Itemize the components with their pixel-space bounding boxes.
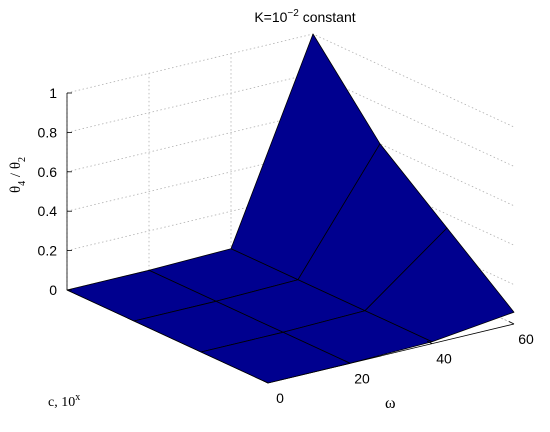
- z-tick-label: 1: [49, 85, 57, 101]
- z-tick-label: 0: [49, 282, 57, 298]
- tick-mark: [426, 340, 433, 345]
- tick-mark: [262, 380, 269, 384]
- x-axis-label: c, 10x: [48, 392, 80, 410]
- y-axis-label: ω: [385, 395, 396, 412]
- tick-labels: 00.20.40.60.81−5−4−3−20204060: [0, 0, 534, 406]
- tick-mark: [344, 360, 351, 364]
- z-axis-label: θ4 / θ2: [8, 157, 28, 193]
- z-tick-label: 0.4: [38, 203, 58, 219]
- y-tick-label: 60: [518, 331, 534, 347]
- chart-title: K=10−2 constant: [254, 8, 355, 25]
- z-tick-label: 0.8: [38, 124, 58, 140]
- surface: [66, 33, 515, 384]
- tick-mark: [508, 321, 515, 325]
- surface-patch: [200, 331, 351, 384]
- z-tick-label: 0.2: [38, 243, 58, 259]
- y-tick-label: 20: [354, 370, 370, 386]
- y-tick-label: 40: [436, 351, 452, 367]
- y-tick-label: 0: [276, 390, 284, 406]
- z-tick-label: 0.6: [38, 164, 58, 180]
